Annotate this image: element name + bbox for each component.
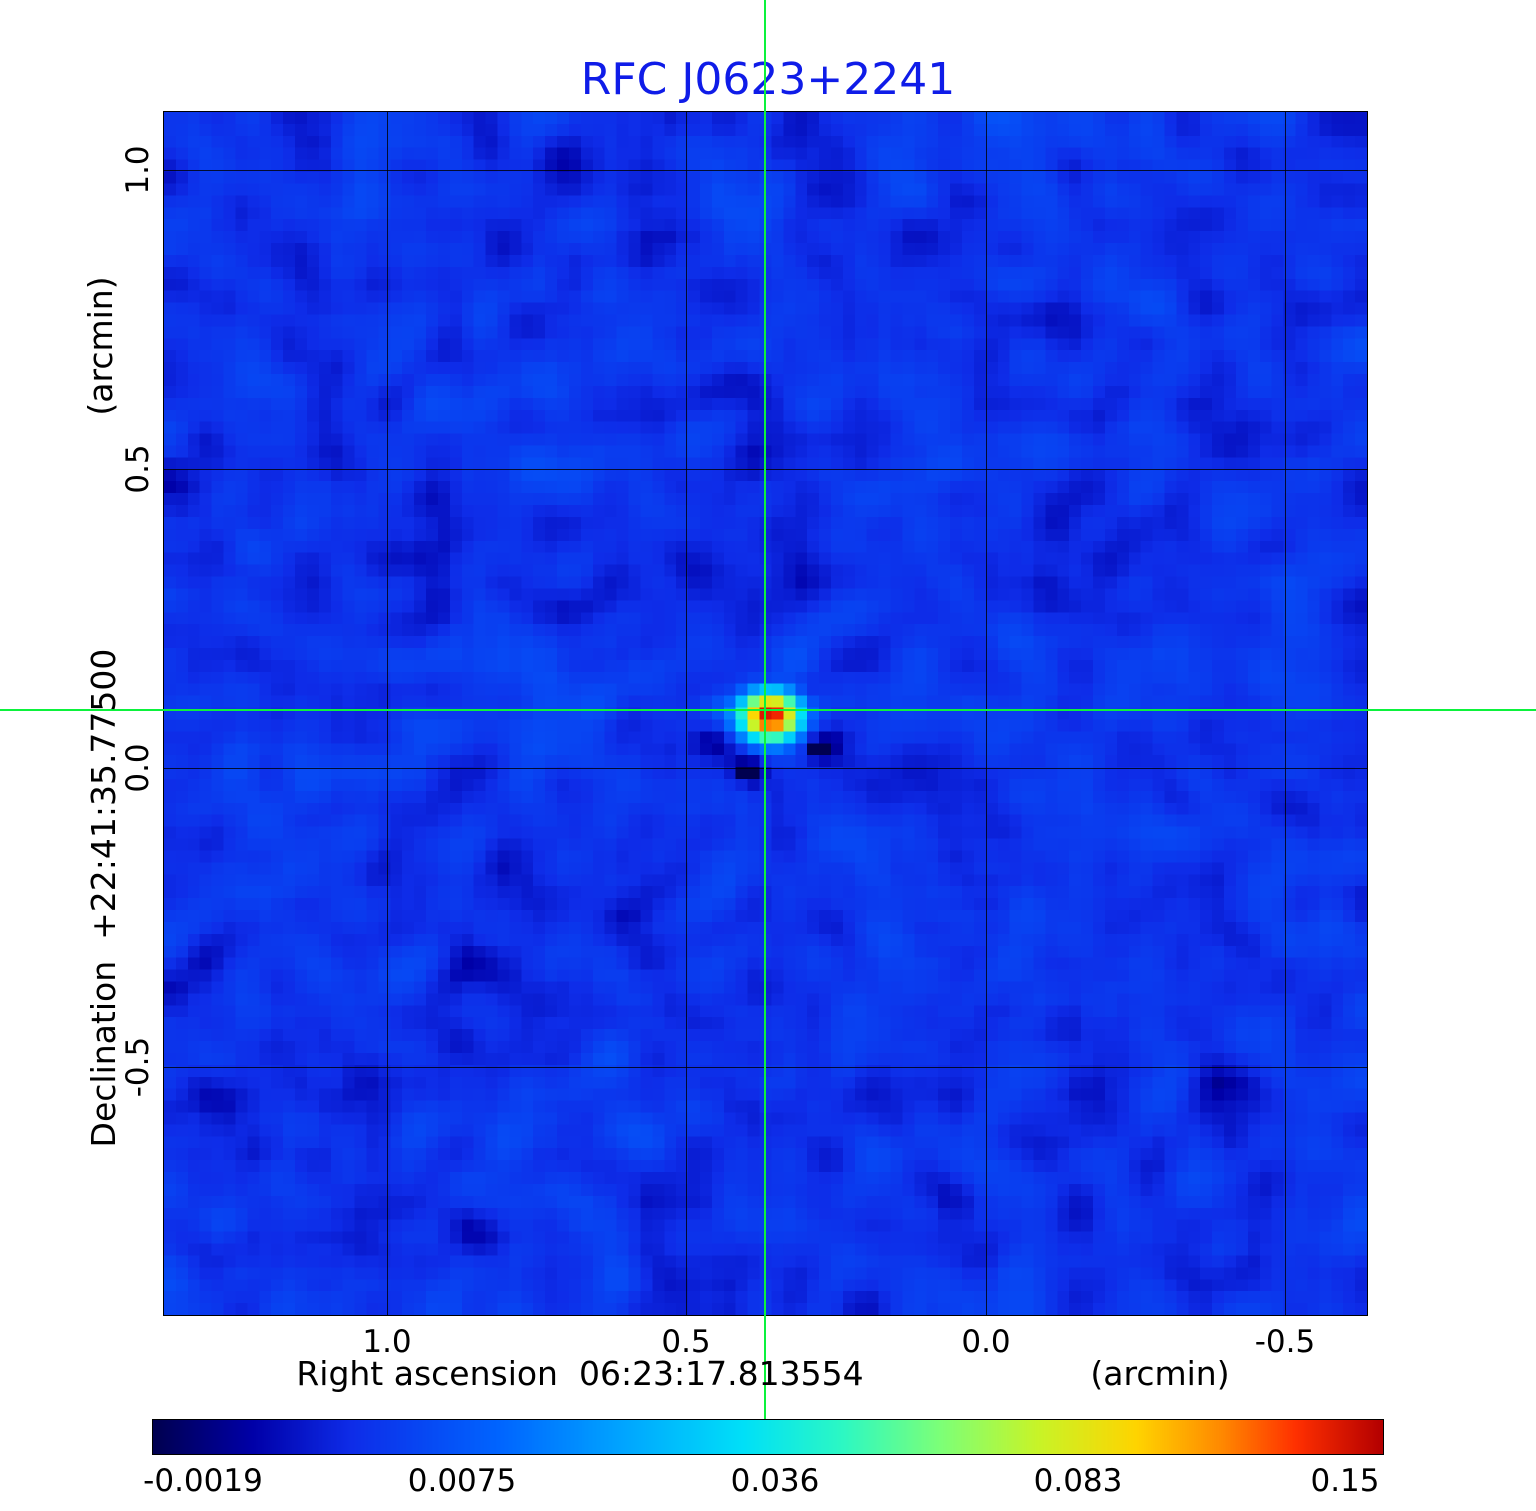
colorbar-tick-label: 0.083 (1033, 1463, 1123, 1499)
grid-line-vertical (686, 112, 687, 1315)
x-axis-label: Right ascension 06:23:17.813554 (296, 1354, 864, 1393)
x-tick-label: 0.0 (961, 1324, 1011, 1360)
crosshair-horizontal-line (0, 709, 1536, 711)
x-tick-label: 1.0 (362, 1324, 412, 1360)
y-tick-label: 0.0 (120, 743, 156, 793)
y-tick-label: -0.5 (120, 1036, 156, 1098)
colorbar-tick-label: 0.036 (730, 1463, 820, 1499)
y-axis-unit-label: (arcmin) (81, 276, 120, 416)
y-tick-label: 0.5 (120, 444, 156, 494)
colorbar (152, 1419, 1384, 1455)
x-tick-label: 0.5 (661, 1324, 711, 1360)
colorbar-gradient-canvas (153, 1420, 1383, 1454)
x-axis-unit-label: (arcmin) (1090, 1354, 1230, 1393)
x-tick-label: -0.5 (1254, 1324, 1316, 1360)
colorbar-tick-label: 0.15 (1310, 1463, 1380, 1499)
grid-line-vertical (387, 112, 388, 1315)
y-tick-label: 1.0 (120, 145, 156, 195)
crosshair-vertical-line (764, 0, 766, 1435)
colorbar-tick-label: 0.0075 (407, 1463, 517, 1499)
grid-line-vertical (986, 112, 987, 1315)
y-axis-label: Declination +22:41:35.77500 (84, 648, 123, 1148)
figure-title: RFC J0623+2241 (580, 54, 956, 105)
grid-line-vertical (1285, 112, 1286, 1315)
colorbar-tick-label: -0.0019 (143, 1463, 263, 1499)
